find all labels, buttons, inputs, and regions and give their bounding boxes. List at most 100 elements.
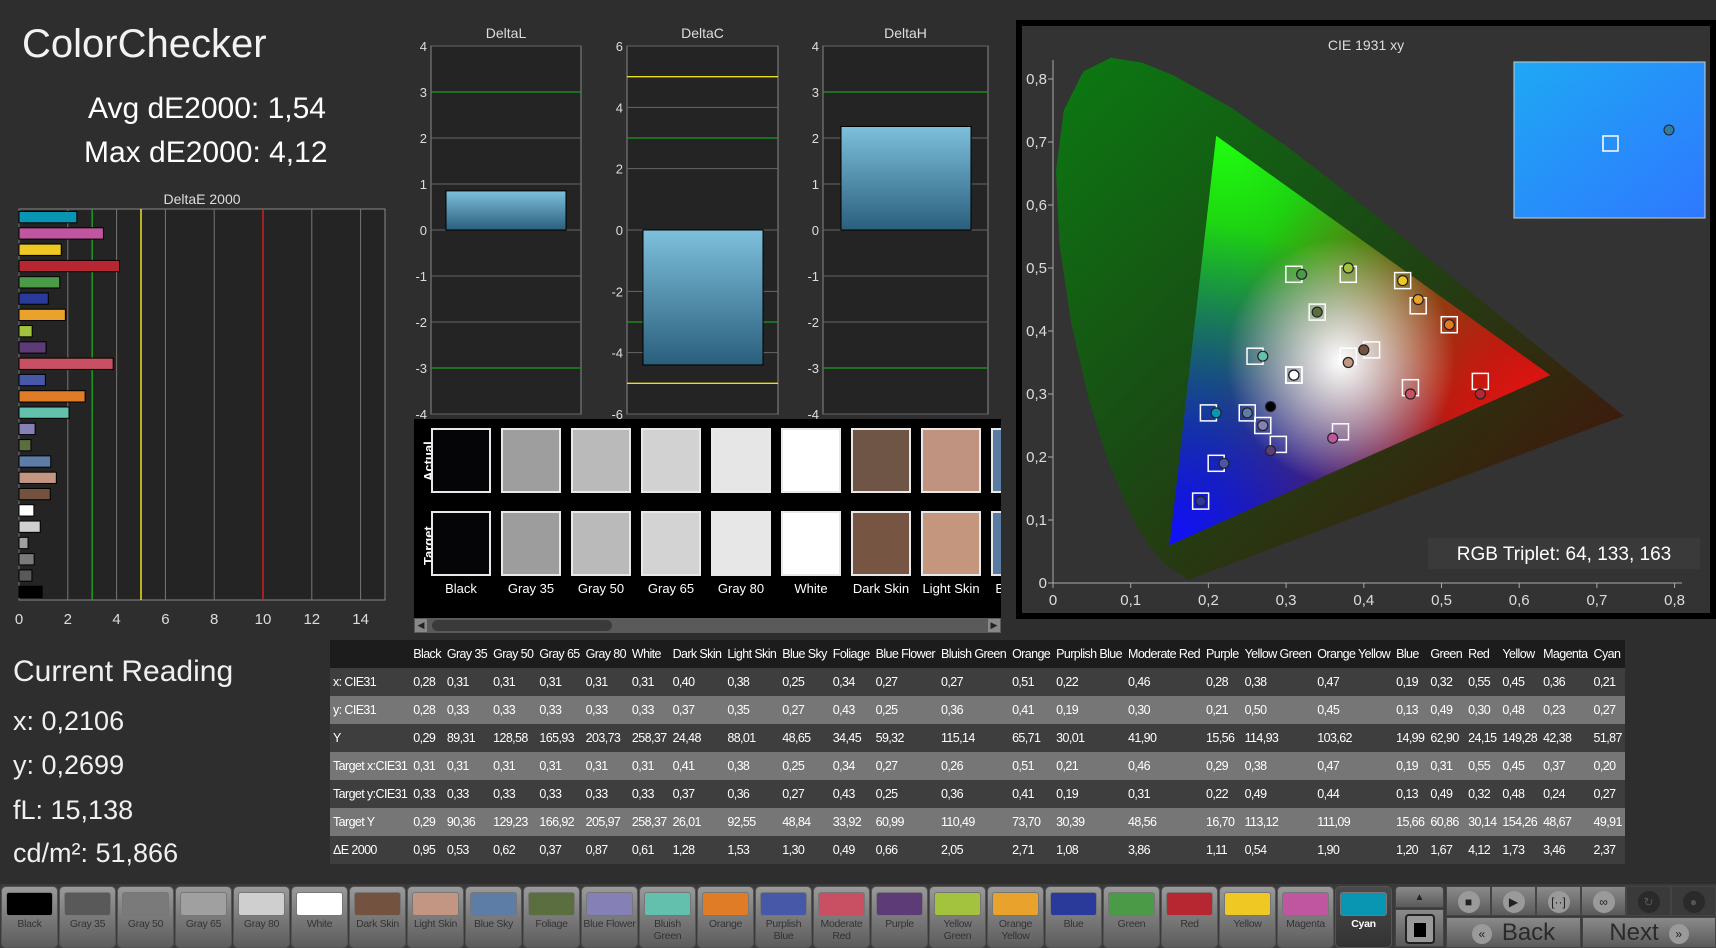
patch-button-bluish-green[interactable]: Bluish Green <box>639 886 696 948</box>
table-cell: 41,90 <box>1125 724 1204 752</box>
table-cell: 60,86 <box>1427 808 1466 836</box>
table-cell: 0,27 <box>779 696 830 724</box>
fit-button[interactable]: [··] <box>1536 886 1581 916</box>
play-button[interactable]: ▶ <box>1491 886 1536 916</box>
patch-label: Light Skin <box>413 918 458 930</box>
table-cell: 48,84 <box>779 808 830 836</box>
patch-button-blue-flower[interactable]: Blue Flower <box>581 886 638 948</box>
patch-button-gray-65[interactable]: Gray 65 <box>175 886 232 948</box>
patch-color <box>644 892 691 916</box>
refresh-button[interactable]: ↻ <box>1626 886 1671 916</box>
patch-button-blue-sky[interactable]: Blue Sky <box>465 886 522 948</box>
patch-button-dark-skin[interactable]: Dark Skin <box>349 886 406 948</box>
column-header: Dark Skin <box>669 640 725 668</box>
table-cell: 258,37 <box>628 808 670 836</box>
target-marker <box>1331 423 1350 441</box>
scroll-up-button[interactable]: ▲ <box>1395 886 1444 908</box>
patch-button-magenta[interactable]: Magenta <box>1277 886 1334 948</box>
table-cell: 0,29 <box>410 724 444 752</box>
scroll-left-icon[interactable]: ◀ <box>415 619 427 632</box>
target-marker <box>1440 315 1459 334</box>
table-cell: 88,01 <box>724 724 780 752</box>
bar-moderate-red <box>18 357 114 370</box>
table-cell: 0,38 <box>724 668 780 696</box>
x-tick-label: 8 <box>210 611 218 628</box>
table-cell: 0,27 <box>1590 696 1625 724</box>
patch-button-purplish-blue[interactable]: Purplish Blue <box>755 886 812 948</box>
bar-green <box>18 276 61 289</box>
patch-button-gray-50[interactable]: Gray 50 <box>117 886 174 948</box>
table-cell: 48,67 <box>1540 808 1591 836</box>
patch-color <box>470 892 517 916</box>
chevron-left-icon: « <box>1471 923 1492 944</box>
x-tick-label: 0,5 <box>1431 592 1452 609</box>
table-cell: 0,36 <box>1540 668 1591 696</box>
scroll-right-icon[interactable]: ▶ <box>988 619 1000 632</box>
stop-button[interactable]: ■ <box>1446 886 1491 916</box>
patch-button-orange[interactable]: Orange <box>697 886 754 948</box>
row-label: Target y:CIE31 <box>330 780 411 808</box>
column-header: Bluish Green <box>938 640 1010 668</box>
patch-button-orange-yellow[interactable]: Orange Yellow <box>987 886 1044 948</box>
table-cell: 0,33 <box>628 780 670 808</box>
table-cell: 3,86 <box>1125 836 1204 864</box>
bar-cyan <box>18 211 78 224</box>
table-cell: 0,27 <box>1590 780 1625 808</box>
next-button[interactable]: Next » <box>1582 917 1716 948</box>
patch-label: Orange <box>708 918 743 930</box>
patch-color <box>1282 892 1329 916</box>
patch-button-moderate-red[interactable]: Moderate Red <box>813 886 870 948</box>
x-tick-label: 10 <box>255 611 272 628</box>
patch-button-purple[interactable]: Purple <box>871 886 928 948</box>
patch-color <box>1108 892 1155 916</box>
table-cell: 0,30 <box>1125 696 1204 724</box>
table-cell: 0,53 <box>443 836 491 864</box>
bar-black <box>18 585 43 599</box>
target-swatch <box>921 511 981 576</box>
table-cell: 0,37 <box>1540 752 1591 780</box>
patch-size-button[interactable] <box>1395 909 1444 947</box>
actual-marker <box>1264 445 1277 457</box>
patch-button-gray-35[interactable]: Gray 35 <box>59 886 116 948</box>
column-header: Blue Sky <box>779 640 830 668</box>
patch-button-green[interactable]: Green <box>1103 886 1160 948</box>
cie-1931-panel: CIE 1931 xy 0 0,1 0,2 0,3 0,4 0,5 0,6 0,7 0,8 0 0,1… <box>1016 20 1716 619</box>
patch-button-light-skin[interactable]: Light Skin <box>407 886 464 948</box>
patch-button-yellow-green[interactable]: Yellow Green <box>929 886 986 948</box>
table-cell: 0,26 <box>938 752 1010 780</box>
bar-white <box>18 504 35 517</box>
table-cell: 0,34 <box>829 668 873 696</box>
table-cell: 0,22 <box>1053 668 1126 696</box>
table-cell: 16,70 <box>1203 808 1242 836</box>
max-de2000: Max dE2000: 4,12 <box>84 136 328 169</box>
patch-button-foliage[interactable]: Foliage <box>523 886 580 948</box>
actual-marker <box>1264 401 1277 413</box>
record-button[interactable]: ● <box>1671 886 1716 916</box>
table-cell: 128,58 <box>490 724 537 752</box>
patch-button-red[interactable]: Red <box>1161 886 1218 948</box>
bar-orange-yellow <box>18 308 66 322</box>
actual-marker <box>1404 388 1417 400</box>
bar-light-skin <box>18 471 57 484</box>
target-swatch <box>501 511 561 576</box>
column-header: Orange Yellow <box>1314 640 1394 668</box>
table-cell: 114,93 <box>1241 724 1315 752</box>
table-cell: 0,37 <box>536 836 583 864</box>
scrollbar-thumb[interactable] <box>432 620 612 631</box>
patch-button-yellow[interactable]: Yellow <box>1219 886 1276 948</box>
patch-label: Blue <box>1063 918 1084 930</box>
bar-purplish-blue <box>18 373 46 387</box>
patch-color <box>122 892 169 916</box>
table-cell: 24,15 <box>1465 724 1500 752</box>
horizontal-scrollbar[interactable]: ◀ ▶ <box>414 618 1001 633</box>
patch-button-gray-80[interactable]: Gray 80 <box>233 886 290 948</box>
patch-button-white[interactable]: White <box>291 886 348 948</box>
patch-button-black[interactable]: Black <box>1 886 58 948</box>
loop-button[interactable]: ∞ <box>1581 886 1626 916</box>
patch-button-blue[interactable]: Blue <box>1045 886 1102 948</box>
actual-marker <box>1257 350 1269 362</box>
table-cell: 0,49 <box>829 836 873 864</box>
back-button[interactable]: « Back <box>1446 917 1581 948</box>
patch-button-cyan[interactable]: Cyan <box>1335 886 1392 948</box>
patch-color <box>238 892 285 916</box>
